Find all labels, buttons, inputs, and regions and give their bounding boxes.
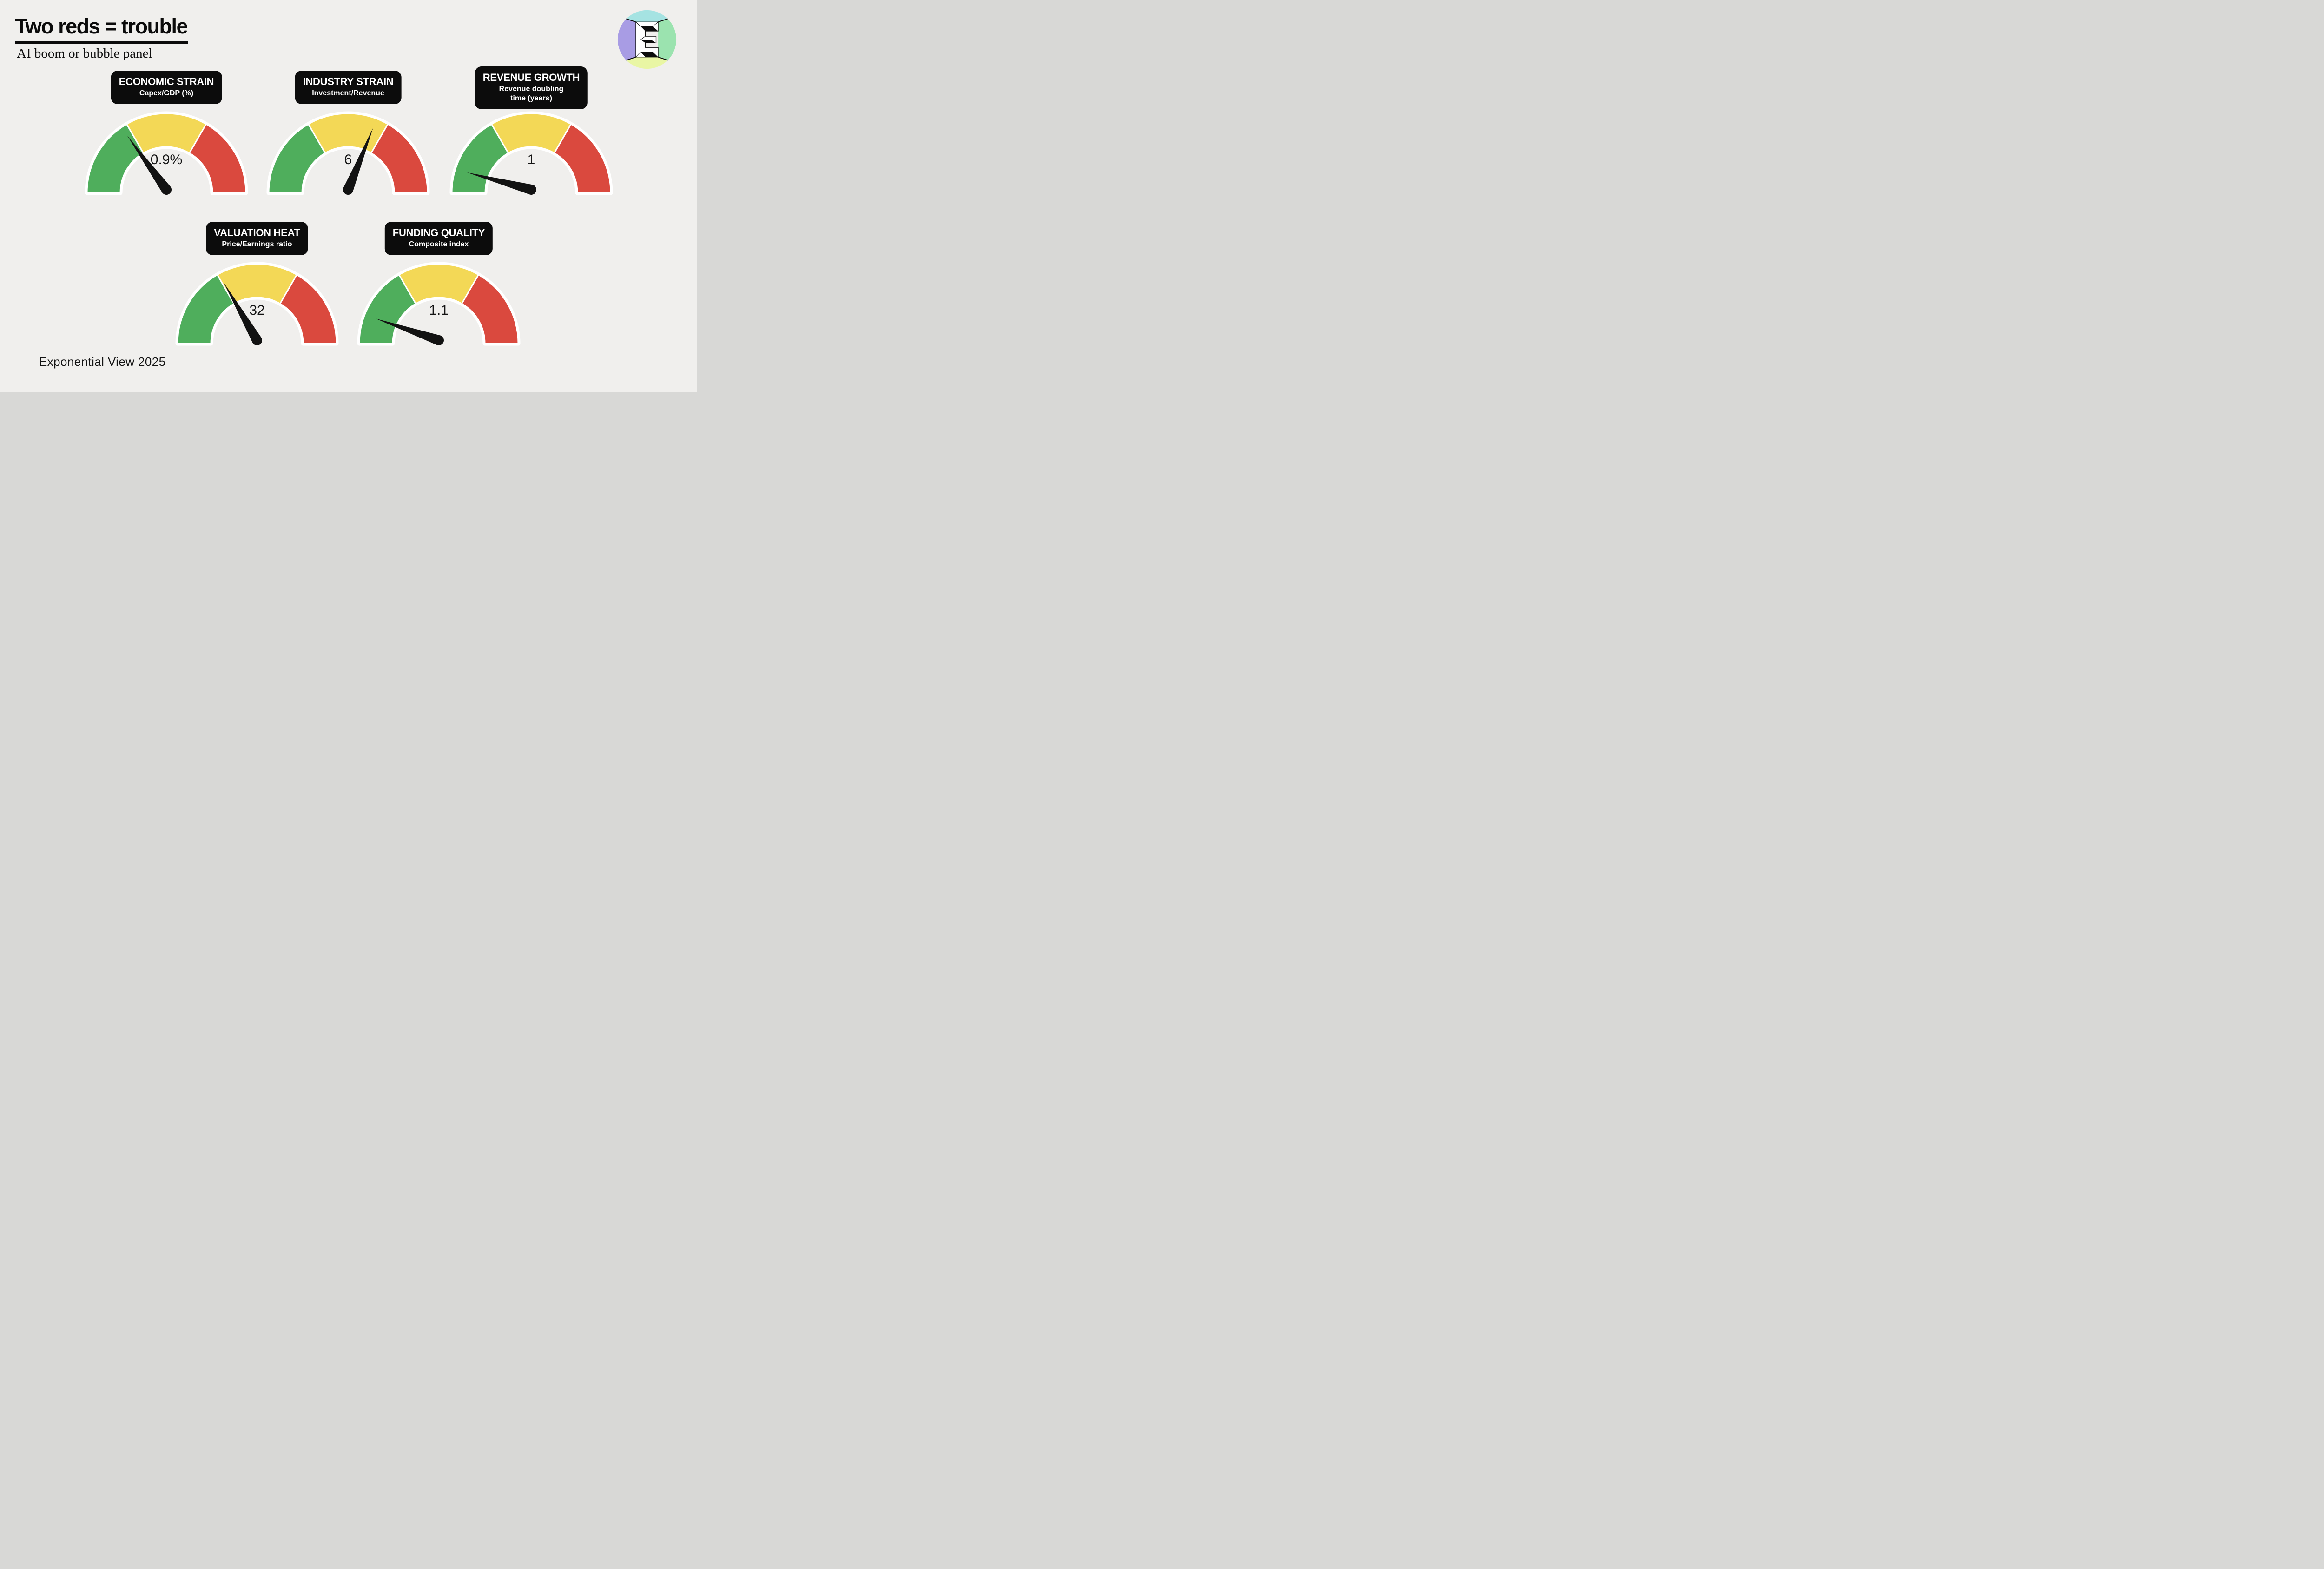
logo-circle-quadrants (617, 10, 677, 69)
gauge-label-title: REVENUE GROWTH (482, 72, 580, 83)
logo-quadrant-top (626, 10, 668, 22)
gauge-funding-quality: 1.1 (357, 262, 521, 346)
gauge-zone-red (553, 123, 612, 194)
gauge-needle (224, 283, 263, 346)
gauge-value: 6 (344, 152, 352, 167)
gauge-label-subtitle: Revenue doubling time (years) (499, 85, 564, 103)
exponential-view-logo (617, 10, 677, 69)
logo-letter-E-icon (635, 21, 659, 58)
gauge-needle (467, 172, 537, 195)
page-title: Two reds = trouble (15, 16, 188, 44)
gauge-zone-red (279, 273, 337, 344)
logo-quadrant-left (617, 19, 636, 60)
source-credit: Exponential View 2025 (39, 355, 166, 369)
gauge-value: 1 (528, 152, 535, 167)
gauge-zone-red (188, 123, 247, 194)
logo-diagonal-lines (626, 18, 668, 61)
gauge-label-title: FUNDING QUALITY (392, 227, 485, 238)
gauge-label-subtitle: Capex/GDP (%) (139, 89, 194, 98)
gauge-label-economic-strain: ECONOMIC STRAIN Capex/GDP (%) (111, 71, 222, 105)
gauge-needle (127, 136, 172, 195)
gauge-economic-strain: 0.9% (85, 111, 248, 195)
gauge-label-revenue-growth: REVENUE GROWTH Revenue doubling time (ye… (475, 66, 588, 110)
gauge-label-title: VALUATION HEAT (214, 227, 300, 238)
gauge-value: 1.1 (429, 303, 449, 318)
gauge-valuation-heat: 32 (175, 262, 339, 346)
gauge-label-title: INDUSTRY STRAIN (303, 76, 394, 87)
gauge-label-subtitle: Composite index (409, 240, 469, 249)
logo-quadrant-bottom (626, 57, 668, 69)
gauge-label-subtitle: Price/Earnings ratio (222, 240, 292, 249)
gauge-label-valuation-heat: VALUATION HEAT Price/Earnings ratio (206, 222, 308, 256)
gauge-zone-red (461, 273, 519, 344)
gauge-needle (376, 318, 444, 345)
gauge-label-title: ECONOMIC STRAIN (119, 76, 214, 87)
infographic-canvas: Two reds = trouble AI boom or bubble pan… (0, 0, 697, 392)
gauge-zone-red (370, 123, 429, 194)
gauge-value: 32 (249, 303, 264, 318)
gauge-label-industry-strain: INDUSTRY STRAIN Investment/Revenue (295, 71, 402, 105)
gauge-label-funding-quality: FUNDING QUALITY Composite index (384, 222, 493, 256)
gauge-industry-strain: 6 (266, 111, 430, 195)
gauge-value: 0.9% (151, 152, 182, 167)
logo-quadrant-right (658, 19, 677, 60)
gauge-needle (343, 128, 373, 195)
page-subtitle: AI boom or bubble panel (17, 46, 152, 61)
gauge-label-subtitle: Investment/Revenue (312, 89, 384, 98)
gauge-revenue-growth: 1 (449, 111, 613, 195)
